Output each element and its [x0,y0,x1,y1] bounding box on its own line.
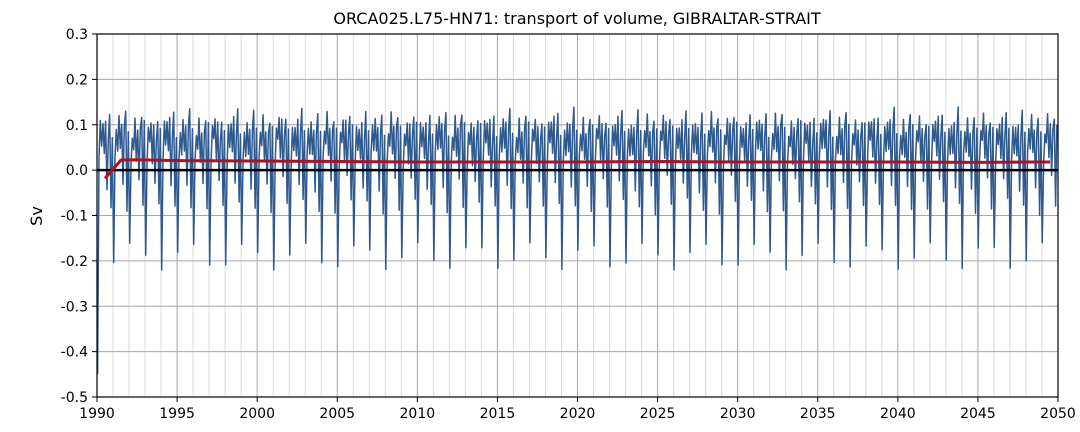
y-tick-label: -0.3 [61,299,88,315]
y-tick-label: -0.4 [61,345,88,361]
series-monthly-line [96,106,1058,375]
x-tick-label: 2035 [800,406,836,422]
y-tick-label: 0.0 [66,163,88,179]
y-tick-label: 0.1 [66,118,88,134]
y-tick-label: 0.2 [66,72,88,88]
y-tick-labels: -0.5 -0.4 -0.3 -0.2 -0.1 0.0 0.1 0.2 0.3 [61,27,88,406]
x-tick-label: 2015 [480,406,516,422]
x-tick-label: 1990 [79,406,115,422]
series-layer [96,106,1058,375]
y-tick-label: 0.3 [66,27,88,43]
series-annual-line [103,158,1050,180]
x-tick-label: 2020 [560,406,596,422]
x-tick-label: 2010 [400,406,436,422]
x-tick-label: 2025 [640,406,676,422]
y-tick-label: -0.1 [61,209,88,225]
x-tick-label: 2050 [1040,406,1076,422]
x-tick-labels: 1990 1995 2000 2005 2010 2015 2020 2025 2030 2035… [79,406,1076,422]
x-tick-label: 2045 [960,406,996,422]
chart-title: ORCA025.L75-HN71: transport of volume, G… [333,9,821,28]
x-tick-label: 2005 [319,406,355,422]
axes [92,33,1059,402]
x-tick-label: 2000 [239,406,275,422]
x-tick-label: 1995 [159,406,195,422]
x-tick-label: 2030 [720,406,756,422]
y-tick-label: -0.5 [61,390,88,406]
y-axis-label: Sv [27,206,46,226]
x-tick-label: 2040 [880,406,916,422]
y-tick-label: -0.2 [61,254,88,270]
